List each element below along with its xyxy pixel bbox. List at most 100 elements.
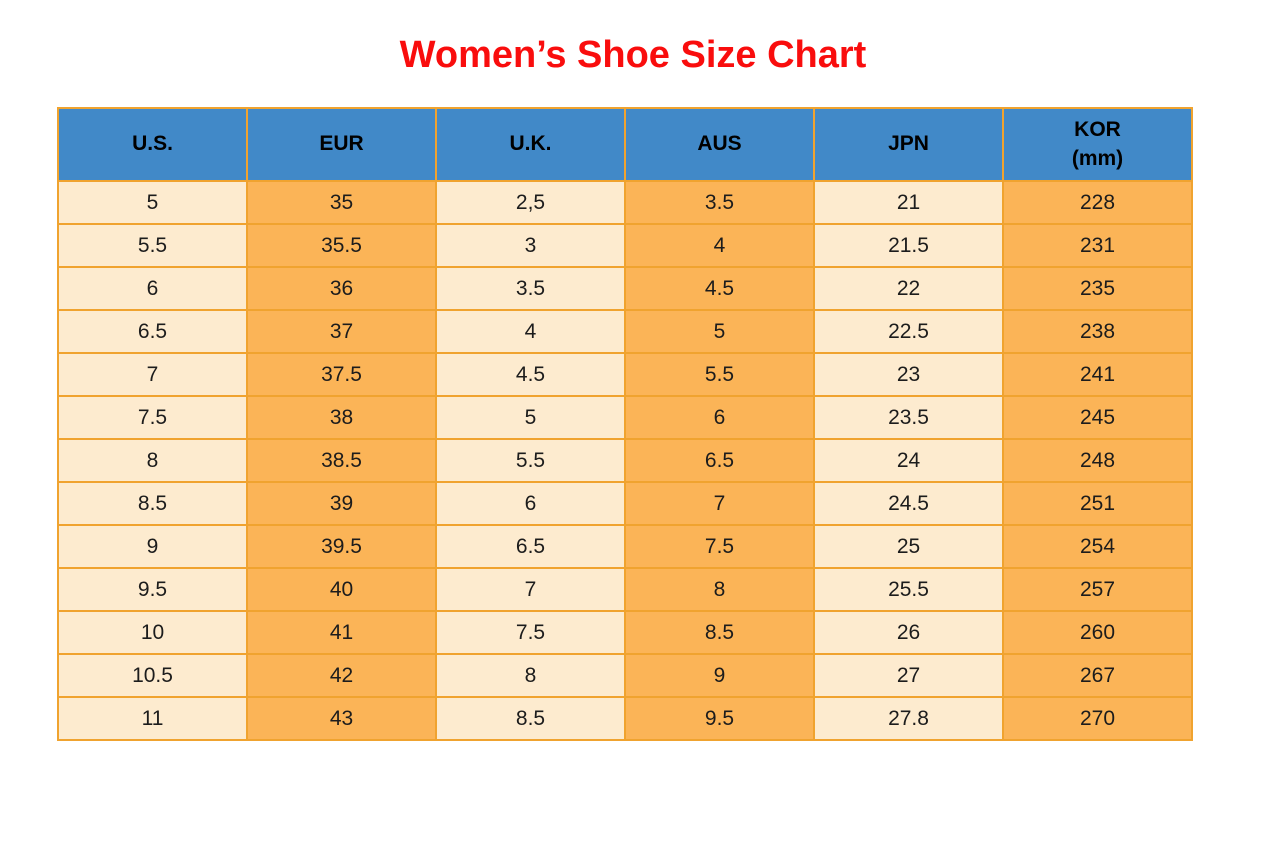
column-header-eur: EUR (246, 107, 437, 182)
table-cell: 4 (435, 309, 626, 354)
table-row: 5.5 35.5 3 4 21.5 231 (57, 223, 1193, 268)
table-cell: 231 (1002, 223, 1193, 268)
table-cell: 23 (813, 352, 1004, 397)
column-header-kormm: KOR (mm) (1002, 107, 1193, 182)
table-row: 9.5 40 7 8 25.5 257 (57, 567, 1193, 612)
table-row: 7 37.5 4.5 5.5 23 241 (57, 352, 1193, 397)
table-cell: 2,5 (435, 180, 626, 225)
table-cell: 257 (1002, 567, 1193, 612)
table-cell: 35 (246, 180, 437, 225)
table-cell: 6 (624, 395, 815, 440)
table-cell: 260 (1002, 610, 1193, 655)
column-header-us: U.S. (57, 107, 248, 182)
table-row: 8.5 39 6 7 24.5 251 (57, 481, 1193, 526)
table-row: 7.5 38 5 6 23.5 245 (57, 395, 1193, 440)
table-cell: 5.5 (624, 352, 815, 397)
table-row: 6.5 37 4 5 22.5 238 (57, 309, 1193, 354)
table-cell: 10 (57, 610, 248, 655)
table-cell: 10.5 (57, 653, 248, 698)
table-cell: 41 (246, 610, 437, 655)
table-cell: 254 (1002, 524, 1193, 569)
table-cell: 7 (435, 567, 626, 612)
table-cell: 40 (246, 567, 437, 612)
table-cell: 270 (1002, 696, 1193, 741)
table-cell: 22 (813, 266, 1004, 311)
table-cell: 5.5 (435, 438, 626, 483)
table-cell: 39 (246, 481, 437, 526)
table-cell: 27.8 (813, 696, 1004, 741)
table-cell: 6 (57, 266, 248, 311)
table-row: 8 38.5 5.5 6.5 24 248 (57, 438, 1193, 483)
table-cell: 42 (246, 653, 437, 698)
table-cell: 38 (246, 395, 437, 440)
table-cell: 9 (57, 524, 248, 569)
table-cell: 7.5 (57, 395, 248, 440)
table-header: U.S. EUR U.K. AUS JPN KOR (mm) (57, 107, 1193, 182)
table-cell: 7 (624, 481, 815, 526)
table-cell: 3 (435, 223, 626, 268)
table-cell: 8.5 (435, 696, 626, 741)
table-cell: 5 (57, 180, 248, 225)
table-cell: 43 (246, 696, 437, 741)
table-cell: 5 (435, 395, 626, 440)
table-cell: 24 (813, 438, 1004, 483)
table-cell: 27 (813, 653, 1004, 698)
table-cell: 235 (1002, 266, 1193, 311)
table-row: 10 41 7.5 8.5 26 260 (57, 610, 1193, 655)
table-cell: 25.5 (813, 567, 1004, 612)
table-cell: 248 (1002, 438, 1193, 483)
table-cell: 8.5 (624, 610, 815, 655)
table-cell: 4 (624, 223, 815, 268)
table-cell: 8.5 (57, 481, 248, 526)
table-cell: 238 (1002, 309, 1193, 354)
table-row: 10.5 42 8 9 27 267 (57, 653, 1193, 698)
table-cell: 3.5 (435, 266, 626, 311)
table-cell: 8 (435, 653, 626, 698)
table-cell: 23.5 (813, 395, 1004, 440)
column-header-uk: U.K. (435, 107, 626, 182)
table-cell: 6.5 (624, 438, 815, 483)
table-cell: 5 (624, 309, 815, 354)
table-row: 11 43 8.5 9.5 27.8 270 (57, 696, 1193, 741)
table-cell: 6 (435, 481, 626, 526)
table-cell: 4.5 (435, 352, 626, 397)
table-cell: 35.5 (246, 223, 437, 268)
table-cell: 9.5 (624, 696, 815, 741)
table-cell: 9.5 (57, 567, 248, 612)
table-cell: 251 (1002, 481, 1193, 526)
table-cell: 4.5 (624, 266, 815, 311)
page-title: Women’s Shoe Size Chart (399, 34, 867, 76)
table-cell: 25 (813, 524, 1004, 569)
table-cell: 36 (246, 266, 437, 311)
table-cell: 245 (1002, 395, 1193, 440)
table-cell: 6.5 (435, 524, 626, 569)
table-cell: 8 (624, 567, 815, 612)
table-row: 5 35 2,5 3.5 21 228 (57, 180, 1193, 225)
table-cell: 39.5 (246, 524, 437, 569)
table-cell: 267 (1002, 653, 1193, 698)
table-cell: 37 (246, 309, 437, 354)
table-cell: 7.5 (624, 524, 815, 569)
table-row: 6 36 3.5 4.5 22 235 (57, 266, 1193, 311)
table-cell: 5.5 (57, 223, 248, 268)
table-cell: 21.5 (813, 223, 1004, 268)
column-header-aus: AUS (624, 107, 815, 182)
table-header-row: U.S. EUR U.K. AUS JPN KOR (mm) (57, 107, 1193, 182)
table-cell: 9 (624, 653, 815, 698)
table-cell: 7.5 (435, 610, 626, 655)
table-cell: 21 (813, 180, 1004, 225)
table-cell: 7 (57, 352, 248, 397)
column-header-jpn: JPN (813, 107, 1004, 182)
table-cell: 241 (1002, 352, 1193, 397)
table-cell: 37.5 (246, 352, 437, 397)
table-cell: 22.5 (813, 309, 1004, 354)
table-cell: 26 (813, 610, 1004, 655)
table-cell: 38.5 (246, 438, 437, 483)
table-cell: 11 (57, 696, 248, 741)
table-body: 5 35 2,5 3.5 21 228 5.5 35.5 3 4 21.5 231 6 36 3.5 4.5 2… (57, 180, 1193, 741)
table-cell: 24.5 (813, 481, 1004, 526)
table-cell: 8 (57, 438, 248, 483)
table-cell: 6.5 (57, 309, 248, 354)
table-cell: 228 (1002, 180, 1193, 225)
table-cell: 3.5 (624, 180, 815, 225)
